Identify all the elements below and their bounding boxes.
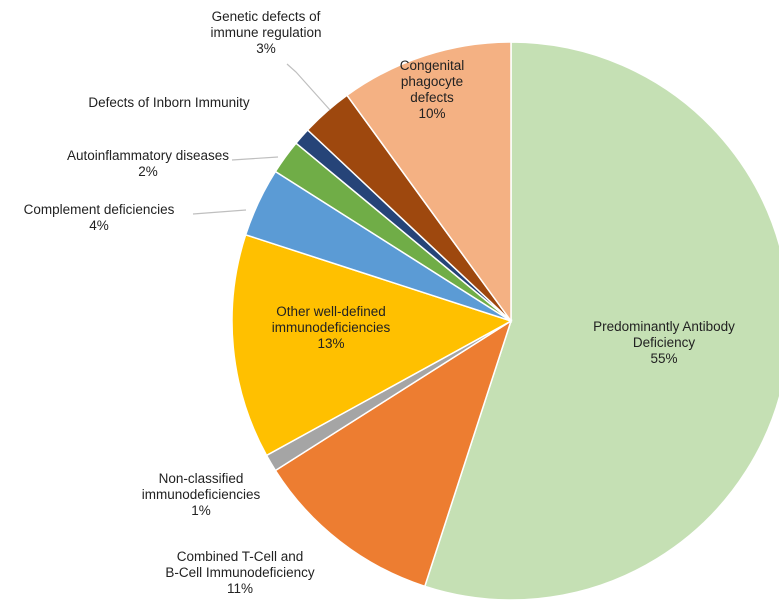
slice-label-line: B-Cell Immunodeficiency [165, 565, 315, 580]
slice-label-7: Genetic defects of immune regulation 3% [210, 9, 321, 56]
slice-percent-label: 13% [317, 336, 344, 351]
pie-slice-1 [274, 319, 513, 588]
slice-label-line: Non-classified [159, 471, 244, 486]
slice-label-line: phagocyte [401, 74, 463, 89]
pie-slice-3 [231, 233, 513, 457]
slice-percent-label: 11% [227, 581, 253, 596]
slice-label-line: Autoinflammatory diseases [67, 148, 229, 163]
slice-percent-label: 4% [89, 218, 109, 233]
slice-label-4: Complement deficiencies 4% [24, 202, 175, 233]
slice-percent-label: 3% [256, 41, 276, 56]
slice-percent-label: 55% [650, 351, 677, 366]
slice-label-8: Congenital phagocyte defects 10% [400, 58, 465, 121]
slice-label-line: Deficiency [633, 335, 696, 350]
slice-percent-label: 2% [138, 164, 158, 179]
slice-label-0: Predominantly Antibody Deficiency 55% [593, 319, 735, 366]
slice-percent-label: 10% [418, 106, 445, 121]
slice-percent-label: 1% [191, 503, 211, 518]
pie-slice-8 [345, 41, 512, 324]
slice-label-line: Genetic defects of [212, 9, 321, 24]
slice-label-3: Other well-defined immunodeficiencies 13% [272, 304, 391, 351]
slice-label-line: Complement deficiencies [24, 202, 175, 217]
leader-line-4 [192, 209, 247, 215]
slice-label-2: Non-classified immunodeficiencies 1% [142, 471, 261, 518]
slice-label-line: defects [410, 90, 454, 105]
slice-label-line: Combined T-Cell and [177, 549, 304, 564]
leader-line-7 [286, 63, 331, 111]
slice-label-line: Defects of Inborn Immunity [88, 95, 250, 110]
pie-slice-0 [423, 41, 779, 601]
slice-label-line: Predominantly Antibody [593, 319, 735, 334]
slice-label-6: Defects of Inborn Immunity [88, 95, 250, 110]
slice-label-line: Congenital [400, 58, 465, 73]
slice-label-5: Autoinflammatory diseases 2% [67, 148, 229, 179]
leader-line-5 [231, 156, 279, 161]
slice-label-1: Combined T-Cell and B-Cell Immunodeficien… [165, 549, 315, 596]
slice-label-line: Other well-defined [276, 304, 386, 319]
slice-label-line: immunodeficiencies [272, 320, 391, 335]
slice-label-line: immunodeficiencies [142, 487, 261, 502]
slice-label-line: immune regulation [210, 25, 321, 40]
